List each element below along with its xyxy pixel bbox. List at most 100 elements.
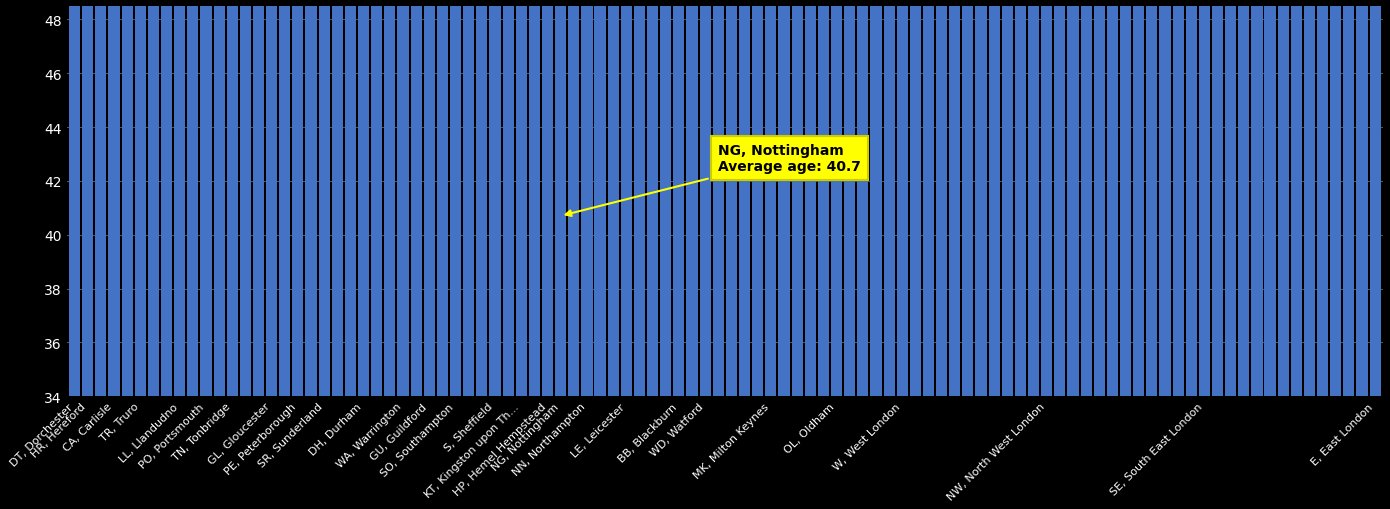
Bar [621, 0, 632, 397]
Bar [489, 0, 500, 397]
Bar [332, 0, 343, 397]
Bar [976, 0, 987, 397]
Bar [1212, 0, 1223, 397]
Bar [581, 0, 592, 397]
Bar [108, 0, 120, 397]
Bar [858, 0, 869, 397]
Bar [1080, 0, 1091, 397]
Bar [477, 0, 488, 397]
Bar [410, 0, 421, 397]
Bar [306, 0, 317, 397]
Bar [542, 0, 553, 397]
Bar [831, 0, 842, 397]
Bar [384, 0, 396, 397]
Bar [805, 0, 816, 397]
Bar [135, 0, 146, 397]
Bar [1068, 0, 1079, 397]
Bar [817, 0, 828, 397]
Bar [424, 0, 435, 397]
Bar [398, 0, 409, 397]
Bar [884, 0, 895, 397]
Bar [516, 0, 527, 397]
Bar [371, 0, 382, 397]
Bar [1291, 0, 1302, 397]
Bar [607, 0, 619, 397]
Bar [1002, 0, 1013, 397]
Bar [646, 0, 659, 397]
Bar [450, 0, 461, 397]
Bar [1133, 0, 1144, 397]
Bar [200, 0, 211, 397]
Bar [910, 0, 922, 397]
Bar [1186, 0, 1197, 397]
Bar [1369, 0, 1380, 397]
Bar [292, 0, 303, 397]
Bar [752, 0, 763, 397]
Bar [503, 0, 514, 397]
Bar [121, 0, 132, 397]
Bar [279, 0, 291, 397]
Bar [1120, 0, 1131, 397]
Text: NG, Nottingham
Average age: 40.7: NG, Nottingham Average age: 40.7 [566, 144, 862, 216]
Bar [1343, 0, 1354, 397]
Bar [569, 0, 580, 397]
Bar [265, 0, 277, 397]
Bar [359, 0, 370, 397]
Bar [528, 0, 539, 397]
Bar [1265, 0, 1276, 397]
Bar [1054, 0, 1066, 397]
Bar [161, 0, 172, 397]
Bar [766, 0, 777, 397]
Bar [1029, 0, 1040, 397]
Bar [463, 0, 474, 397]
Bar [634, 0, 645, 397]
Bar [1318, 0, 1329, 397]
Bar [935, 0, 947, 397]
Bar [345, 0, 356, 397]
Bar [227, 0, 238, 397]
Bar [1330, 0, 1341, 397]
Bar [1225, 0, 1236, 397]
Bar [1015, 0, 1026, 397]
Bar [1173, 0, 1184, 397]
Bar [988, 0, 999, 397]
Bar [949, 0, 960, 397]
Bar [1106, 0, 1118, 397]
Bar [1198, 0, 1209, 397]
Bar [962, 0, 973, 397]
Bar [1094, 0, 1105, 397]
Bar [555, 0, 566, 397]
Bar [1251, 0, 1262, 397]
Bar [1277, 0, 1289, 397]
Bar [897, 0, 908, 397]
Bar [436, 0, 448, 397]
Bar [739, 0, 751, 397]
Bar [240, 0, 252, 397]
Bar [1357, 0, 1368, 397]
Bar [699, 0, 710, 397]
Bar [923, 0, 934, 397]
Bar [1147, 0, 1158, 397]
Bar [174, 0, 185, 397]
Bar [844, 0, 855, 397]
Bar [214, 0, 225, 397]
Bar [96, 0, 107, 397]
Bar [778, 0, 790, 397]
Bar [595, 0, 606, 397]
Bar [687, 0, 698, 397]
Bar [82, 0, 93, 397]
Bar [70, 0, 81, 397]
Bar [253, 0, 264, 397]
Bar [318, 0, 329, 397]
Bar [726, 0, 737, 397]
Bar [660, 0, 671, 397]
Bar [1238, 0, 1250, 397]
Bar [147, 0, 158, 397]
Bar [791, 0, 802, 397]
Bar [713, 0, 724, 397]
Bar [673, 0, 684, 397]
Bar [1041, 0, 1052, 397]
Bar [188, 0, 199, 397]
Bar [1159, 0, 1170, 397]
Bar [1304, 0, 1315, 397]
